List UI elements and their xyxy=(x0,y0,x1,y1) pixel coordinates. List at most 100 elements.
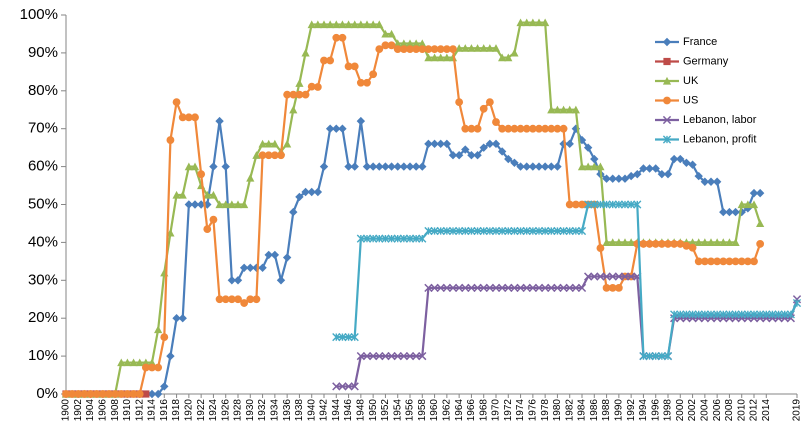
x-tick-label: 1908 xyxy=(110,399,121,422)
x-tick-label: 1962 xyxy=(441,399,452,422)
marker xyxy=(350,382,359,391)
marker xyxy=(454,151,464,160)
marker xyxy=(147,389,157,399)
marker xyxy=(473,283,482,293)
marker xyxy=(571,124,581,133)
marker xyxy=(461,124,470,133)
marker xyxy=(510,283,519,293)
marker xyxy=(412,45,421,54)
marker xyxy=(258,151,267,160)
x-tick-label: 1948 xyxy=(355,399,366,422)
marker xyxy=(743,310,752,319)
marker xyxy=(369,351,378,361)
marker xyxy=(393,234,402,243)
marker xyxy=(344,62,353,71)
x-tick-label: 1954 xyxy=(392,399,403,422)
x-tick-label: 1984 xyxy=(577,399,588,422)
marker xyxy=(368,162,378,171)
marker xyxy=(700,177,710,186)
marker xyxy=(497,147,507,156)
marker xyxy=(233,276,243,285)
marker xyxy=(221,295,230,304)
marker xyxy=(455,226,464,236)
marker xyxy=(706,177,716,186)
marker xyxy=(98,390,107,398)
marker xyxy=(344,333,353,342)
marker xyxy=(479,143,488,152)
marker xyxy=(571,105,580,114)
marker xyxy=(700,310,709,319)
marker xyxy=(350,62,359,71)
marker xyxy=(491,226,501,236)
marker xyxy=(301,90,310,99)
x-tick-label: 2010 xyxy=(736,399,747,422)
marker xyxy=(455,44,464,52)
marker xyxy=(62,390,70,398)
marker xyxy=(455,283,464,293)
marker xyxy=(424,45,433,54)
marker xyxy=(399,45,408,54)
marker xyxy=(135,390,144,398)
marker xyxy=(602,238,611,246)
legend-label: UK xyxy=(683,75,699,87)
marker xyxy=(436,45,445,54)
marker xyxy=(498,124,507,133)
marker xyxy=(246,263,255,272)
marker xyxy=(663,96,671,105)
marker xyxy=(479,44,488,52)
marker xyxy=(510,124,519,133)
marker xyxy=(682,310,691,319)
marker xyxy=(645,240,654,248)
marker xyxy=(479,226,488,236)
y-tick-label: 10% xyxy=(28,347,58,364)
marker xyxy=(338,382,347,391)
marker xyxy=(743,314,752,323)
marker xyxy=(737,207,746,217)
marker xyxy=(485,226,494,236)
marker xyxy=(774,314,783,323)
marker xyxy=(203,225,212,234)
x-tick-label: 1996 xyxy=(650,399,661,422)
x-tick-label: 1926 xyxy=(220,399,231,422)
marker xyxy=(283,139,292,148)
marker xyxy=(375,234,384,243)
marker xyxy=(670,240,679,248)
x-tick-label: 1944 xyxy=(331,399,342,422)
marker xyxy=(356,20,365,29)
marker xyxy=(123,390,132,398)
marker xyxy=(565,139,574,149)
marker xyxy=(399,351,408,361)
marker xyxy=(295,79,304,87)
x-tick-label: 2012 xyxy=(749,399,760,422)
marker xyxy=(541,283,550,293)
legend-label: US xyxy=(683,94,698,106)
marker xyxy=(411,162,421,171)
marker xyxy=(583,143,593,152)
marker xyxy=(713,314,722,323)
marker xyxy=(412,351,421,361)
marker xyxy=(442,283,451,293)
marker xyxy=(559,226,568,236)
x-tick-label: 1970 xyxy=(491,399,502,422)
marker xyxy=(651,352,660,361)
marker xyxy=(270,250,280,260)
marker xyxy=(756,219,765,228)
x-tick-label: 1936 xyxy=(282,399,293,422)
marker xyxy=(129,390,138,398)
marker xyxy=(258,139,267,148)
marker xyxy=(553,226,562,236)
marker xyxy=(160,333,169,342)
marker xyxy=(264,151,273,160)
y-tick-label: 60% xyxy=(28,158,58,175)
marker xyxy=(571,283,580,293)
marker xyxy=(602,272,611,281)
marker xyxy=(516,283,525,293)
marker xyxy=(553,283,562,293)
marker xyxy=(750,257,758,266)
marker xyxy=(215,200,224,209)
marker xyxy=(393,351,402,361)
marker xyxy=(405,162,415,171)
marker xyxy=(725,238,734,246)
marker xyxy=(313,83,322,91)
